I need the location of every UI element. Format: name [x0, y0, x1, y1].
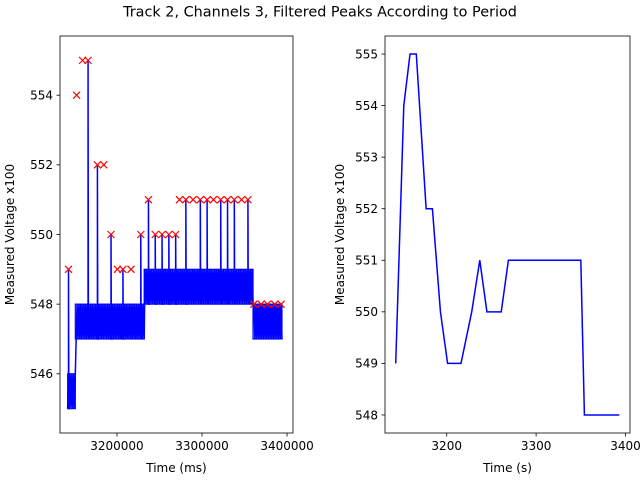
- peak-marker: [181, 195, 190, 204]
- peak-marker: [136, 230, 145, 239]
- y-tick-label: 548: [30, 297, 53, 311]
- peak-marker: [72, 91, 81, 100]
- peak-marker: [257, 300, 266, 309]
- figure-title: Track 2, Channels 3, Filtered Peaks Acco…: [122, 5, 517, 21]
- y-tick-label: 553: [355, 150, 378, 164]
- peak-marker: [237, 195, 246, 204]
- x-tick-label: 3400000: [260, 439, 313, 453]
- peak-marker: [164, 230, 173, 239]
- peak-marker: [158, 230, 166, 239]
- peak-marker: [151, 230, 160, 239]
- peak-marker: [223, 195, 232, 204]
- y-tick-label: 549: [355, 357, 378, 371]
- y-tick-label: 554: [30, 89, 53, 103]
- peak-marker: [113, 265, 122, 274]
- left-plot-area: [60, 36, 293, 433]
- peak-marker: [263, 300, 272, 309]
- dense-signal-band: [143, 268, 254, 305]
- peak-marker: [127, 265, 135, 274]
- peak-marker: [209, 195, 218, 204]
- peak-marker: [277, 300, 286, 309]
- dense-signal-band: [120, 303, 145, 340]
- left-axes-frame: [59, 35, 294, 434]
- left-signal-layer: [66, 60, 283, 410]
- left-x-ticks: 3200000 3300000 3400000: [90, 433, 314, 453]
- y-tick-label: 555: [355, 47, 378, 61]
- left-y-axis-label: Measured Voltage x100: [3, 164, 17, 305]
- right-axes-frame: [384, 35, 631, 434]
- peak-marker: [119, 265, 127, 274]
- y-tick-label: 550: [30, 228, 53, 242]
- y-tick-label: 548: [355, 408, 378, 422]
- peak-marker: [189, 195, 198, 204]
- peak-marker: [216, 195, 225, 204]
- peak-marker: [171, 230, 180, 239]
- right-y-axis-label: Measured Voltage x100: [333, 164, 347, 305]
- x-tick-label: 3400: [610, 439, 640, 453]
- x-tick-label: 3200: [431, 439, 462, 453]
- left-x-axis-label: Time (ms): [145, 461, 207, 475]
- x-tick-label: 3300: [521, 439, 552, 453]
- peak-marker: [84, 56, 92, 65]
- right-y-ticks: 548 549 550 551 552 553 554 555: [355, 47, 385, 422]
- right-x-ticks: 3200 3300 3400: [431, 433, 640, 453]
- peak-marker: [203, 195, 212, 204]
- y-tick-label: 550: [355, 305, 378, 319]
- peak-marker: [244, 195, 252, 204]
- peak-envelope-line: [394, 53, 620, 416]
- peak-marker: [196, 195, 205, 204]
- y-tick-label: 546: [30, 367, 53, 381]
- left-subplot: 3200000 3300000 3400000 546 548 550 552 554 Ti…: [3, 35, 314, 475]
- right-x-axis-label: Time (s): [482, 461, 532, 475]
- peak-marker: [99, 160, 108, 169]
- peak-marker: [64, 265, 73, 274]
- x-tick-label: 3200000: [90, 439, 143, 453]
- y-tick-label: 551: [355, 254, 378, 268]
- y-tick-label: 552: [30, 158, 53, 172]
- left-peak-markers: [64, 56, 286, 309]
- right-plot-area: [385, 36, 630, 433]
- peak-marker: [270, 300, 279, 309]
- peak-marker: [93, 160, 102, 169]
- peak-marker: [230, 195, 239, 204]
- dense-signal-band: [67, 373, 76, 410]
- peak-marker: [107, 230, 115, 239]
- peak-marker: [175, 195, 184, 204]
- right-line-layer: [394, 53, 620, 416]
- peak-marker: [78, 56, 87, 65]
- y-tick-label: 552: [355, 202, 378, 216]
- y-tick-label: 554: [355, 99, 378, 113]
- x-tick-label: 3300000: [175, 439, 228, 453]
- peak-marker: [249, 300, 258, 309]
- left-y-ticks: 546 548 550 552 554: [30, 89, 60, 381]
- right-subplot: 3200 3300 3400 548 549 550 551 552 553 554 555 Ti…: [333, 35, 640, 475]
- peak-marker: [144, 195, 153, 204]
